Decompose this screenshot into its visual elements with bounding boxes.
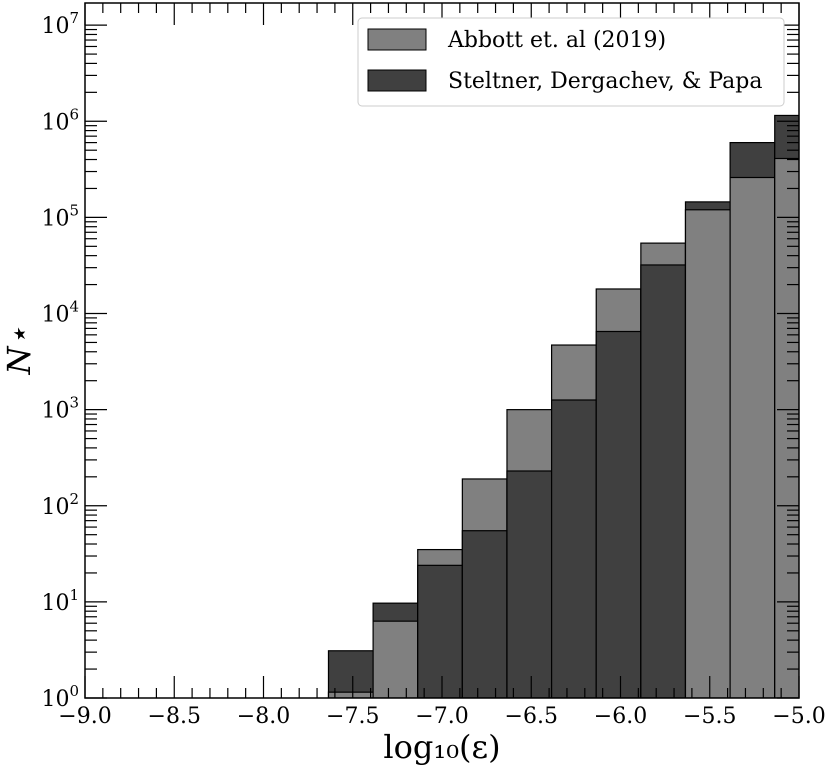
- bar-steltner-7: [640, 264, 687, 698]
- x-tick-label: −9.0: [58, 704, 111, 729]
- bars-layer: [327, 114, 799, 698]
- y-tick-label: 100: [41, 682, 79, 712]
- x-tick-label: −8.5: [148, 704, 201, 729]
- y-tick-label: 107: [41, 9, 79, 39]
- y-tick-label: 105: [41, 201, 79, 231]
- legend: Abbott et. al (2019) Steltner, Dergachev…: [357, 17, 785, 107]
- bar-abbott-9: [729, 176, 776, 698]
- x-tick-label: −7.0: [415, 704, 468, 729]
- x-tick-label: −5.0: [772, 704, 825, 729]
- y-tick-label: 101: [41, 586, 79, 616]
- legend-label-steltner: Steltner, Dergachev, & Papa: [448, 69, 762, 94]
- bar-abbott-8: [684, 209, 731, 698]
- x-tick-label: −8.0: [237, 704, 290, 729]
- y-tick-label: 104: [41, 298, 79, 328]
- y-tick-labels: 100 101 102 103 104 105 106 107: [41, 9, 79, 712]
- bar-steltner-2: [417, 564, 463, 698]
- bar-steltner-6: [595, 330, 642, 698]
- legend-swatch-abbott: [367, 28, 427, 51]
- legend-swatch-steltner: [367, 69, 427, 92]
- x-tick-labels: −9.0 −8.5 −8.0 −7.5 −7.0 −6.5 −6.0 −5.5 −5.0: [58, 704, 825, 729]
- y-tick-label: 106: [41, 105, 79, 135]
- bar-steltner-0: [327, 650, 374, 698]
- ticks-layer: [84, 3, 800, 699]
- bar-steltner-3: [461, 530, 508, 698]
- legend-box: [357, 17, 785, 107]
- x-tick-label: −6.5: [505, 704, 558, 729]
- y-tick-label: 103: [41, 394, 79, 424]
- bar-steltner-4: [506, 470, 553, 698]
- y-tick-label: 102: [41, 490, 79, 520]
- y-axis-title: N⋆: [0, 326, 38, 375]
- bar-steltner-5: [550, 399, 597, 698]
- x-tick-label: −6.0: [594, 704, 647, 729]
- x-tick-label: −5.5: [683, 704, 736, 729]
- x-axis-title: log₁₀(ε): [383, 728, 500, 766]
- legend-label-abbott: Abbott et. al (2019): [447, 28, 666, 53]
- bar-abbott-1: [372, 620, 419, 698]
- x-tick-label: −7.5: [326, 704, 379, 729]
